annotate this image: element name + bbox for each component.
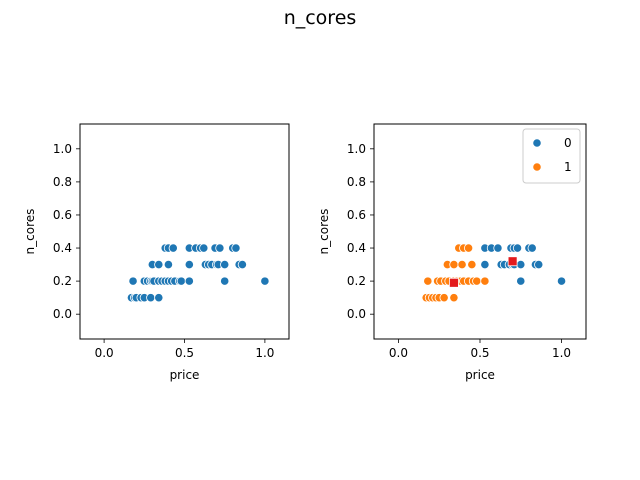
data-point (449, 293, 459, 303)
data-point (463, 243, 474, 253)
centroid-markers (449, 256, 518, 288)
data-point (457, 259, 467, 270)
x-tick-label: 0.5 (175, 346, 194, 360)
x-tick-label: 1.0 (255, 346, 274, 360)
data-point (439, 293, 449, 303)
y-axis-label: n_cores (317, 209, 331, 255)
data-point (467, 259, 477, 270)
data-point (449, 259, 459, 270)
y-tick-label: 1.0 (53, 142, 72, 156)
data-point (534, 259, 544, 270)
x-axis-label: price (170, 368, 200, 382)
x-tick-label: 0.0 (389, 346, 408, 360)
data-point (199, 243, 209, 253)
legend: 01 (522, 128, 581, 184)
data-point (220, 276, 230, 286)
y-tick-label: 0.2 (53, 274, 72, 288)
data-point (237, 259, 247, 270)
data-point (516, 259, 526, 270)
data-point (168, 243, 178, 253)
data-point (154, 293, 164, 303)
y-tick-label: 0.0 (53, 307, 72, 321)
data-point (220, 259, 230, 270)
data-point (154, 259, 164, 270)
subplot-2: 0.0 0.5 1.0 0.0 0.2 0.4 0.6 0.8 1.0 price n_cores 0… (317, 123, 587, 382)
legend-marker (532, 162, 542, 172)
y-tick-label: 0.8 (53, 175, 72, 189)
data-point (184, 276, 194, 286)
series-0-points (480, 243, 567, 286)
x-axis-label: price (465, 368, 495, 382)
subplots: 0.0 0.5 1.00.00.20.40.60.81.0pricen_cores0… (23, 123, 587, 382)
data-point (516, 276, 526, 286)
legend-marker (532, 138, 542, 148)
figure-title: n_cores (284, 7, 357, 29)
centroid-marker (507, 256, 518, 267)
series-0-points (126, 243, 270, 303)
data-point (128, 276, 138, 286)
data-point (260, 276, 270, 286)
y-tick-label: 0.0 (347, 307, 366, 321)
y-tick-label: 0.2 (347, 274, 366, 288)
data-point (163, 259, 174, 270)
data-point (556, 276, 567, 286)
y-tick-label: 0.8 (347, 175, 366, 189)
data-point (512, 243, 523, 253)
data-point (493, 243, 503, 253)
x-tick-label: 0.5 (470, 346, 489, 360)
data-point (176, 276, 186, 286)
data-point (184, 259, 194, 270)
y-tick-label: 0.4 (347, 241, 366, 255)
y-tick-label: 0.6 (347, 208, 366, 222)
x-tick-label: 1.0 (552, 346, 571, 360)
data-point (527, 243, 537, 253)
legend-label: 1 (564, 160, 572, 174)
data-point (423, 276, 433, 286)
y-axis-label: n_cores (23, 209, 37, 255)
axes-frame (79, 123, 290, 340)
series-1-points (421, 243, 490, 303)
centroid-marker (449, 277, 459, 288)
y-tick-label: 1.0 (347, 142, 366, 156)
y-tick-label: 0.6 (53, 208, 72, 222)
data-point (480, 276, 490, 286)
x-tick-label: 0.0 (95, 346, 114, 360)
data-point (146, 293, 156, 303)
data-point (231, 243, 241, 253)
y-tick-label: 0.4 (53, 241, 72, 255)
data-point (472, 276, 482, 286)
subplot-1: 0.0 0.5 1.0 0.0 0.2 0.4 0.6 0.8 1.0 price n_cores (23, 123, 290, 382)
legend-label: 0 (564, 136, 572, 150)
data-point (215, 243, 225, 253)
data-point (480, 259, 490, 270)
